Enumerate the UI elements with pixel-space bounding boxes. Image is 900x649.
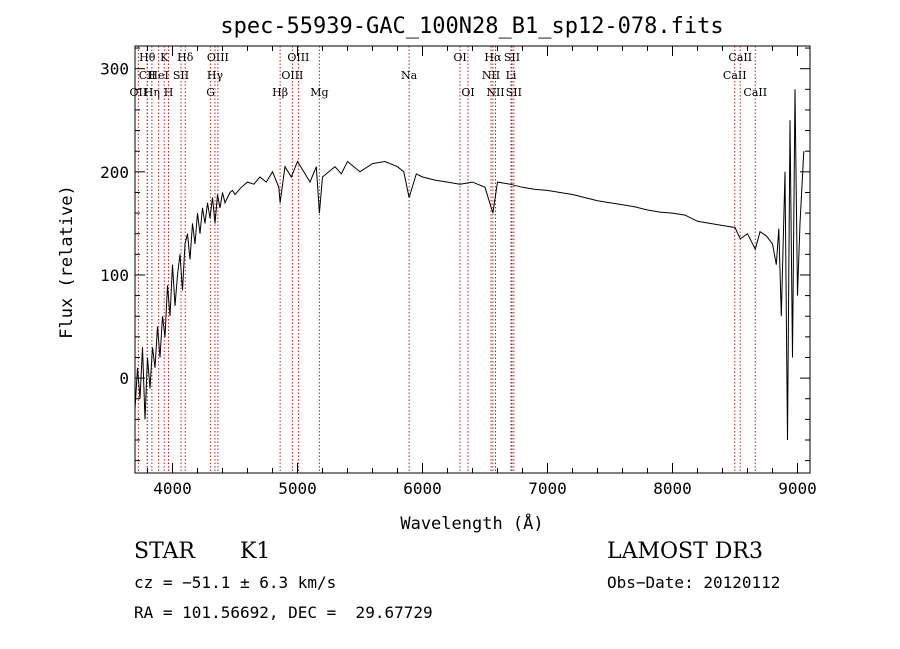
line-marker-label: Hγ — [207, 69, 224, 82]
chart-title: spec-55939-GAC_100N28_B1_sp12-078.fits — [220, 14, 723, 39]
x-axis-label: Wavelength (Å) — [400, 512, 543, 534]
sky-coordinates: RA = 101.56692, DEC = 29.67729 — [134, 603, 433, 622]
y-tick-label: 300 — [100, 60, 129, 79]
line-marker-label: OIII — [287, 51, 309, 64]
line-marker-label: OI — [453, 51, 466, 64]
line-marker-label: HeI — [148, 69, 168, 82]
survey-name: LAMOST DR3 — [607, 539, 763, 564]
y-tick-label: 0 — [119, 369, 129, 388]
x-tick-label: 9000 — [778, 479, 817, 498]
x-tick-label: 7000 — [528, 479, 567, 498]
x-tick-label: 4000 — [153, 479, 192, 498]
line-marker-label: SII — [506, 86, 522, 99]
line-markers — [137, 46, 756, 473]
line-marker-label: OI — [461, 86, 474, 99]
line-marker-label: K — [160, 51, 169, 64]
line-marker-label: Na — [401, 69, 418, 82]
line-marker-label: CaII — [743, 86, 767, 99]
line-marker-label: G — [206, 86, 215, 99]
line-marker-label: Hδ — [177, 51, 194, 64]
y-axis-ticks: 0 100 200 300 — [100, 47, 810, 462]
line-marker-label: H — [164, 86, 174, 99]
line-marker-label: CaII — [728, 51, 752, 64]
object-subclass: K1 — [240, 539, 271, 564]
observation-date: Obs−Date: 20120112 — [607, 573, 781, 592]
line-marker-label: Hη — [144, 86, 160, 99]
spectrum-series-line — [134, 89, 805, 441]
x-tick-label: 6000 — [403, 479, 442, 498]
line-marker-label: Mg — [310, 86, 328, 99]
line-marker-label: SII — [173, 69, 189, 82]
y-tick-label: 100 — [100, 266, 129, 285]
line-marker-label: CaII — [723, 69, 747, 82]
line-marker-label: Hα — [484, 51, 502, 64]
line-marker-label: Hθ — [139, 51, 156, 64]
line-marker-label: OIII — [281, 69, 303, 82]
line-marker-label: OII — [130, 86, 148, 99]
plot-frame — [134, 45, 811, 474]
redshift-velocity: cz = −51.1 ± 6.3 km/s — [134, 573, 337, 592]
line-marker-label: Li — [506, 69, 517, 82]
line-marker-label: OIII — [207, 51, 229, 64]
line-marker-label: NII — [486, 86, 504, 99]
y-axis-label: Flux (relative) — [57, 185, 77, 339]
line-marker-label: NII — [482, 69, 500, 82]
line-marker-label: SII — [504, 51, 520, 64]
object-class: STAR — [134, 539, 195, 564]
line-marker-label: CII — [139, 69, 156, 82]
line-marker-label: Hβ — [272, 86, 288, 99]
x-tick-label: 8000 — [653, 479, 692, 498]
y-tick-label: 200 — [100, 163, 129, 182]
x-tick-label: 5000 — [278, 479, 317, 498]
x-axis-ticks: 4000 5000 6000 7000 8000 9000 — [147, 46, 817, 498]
